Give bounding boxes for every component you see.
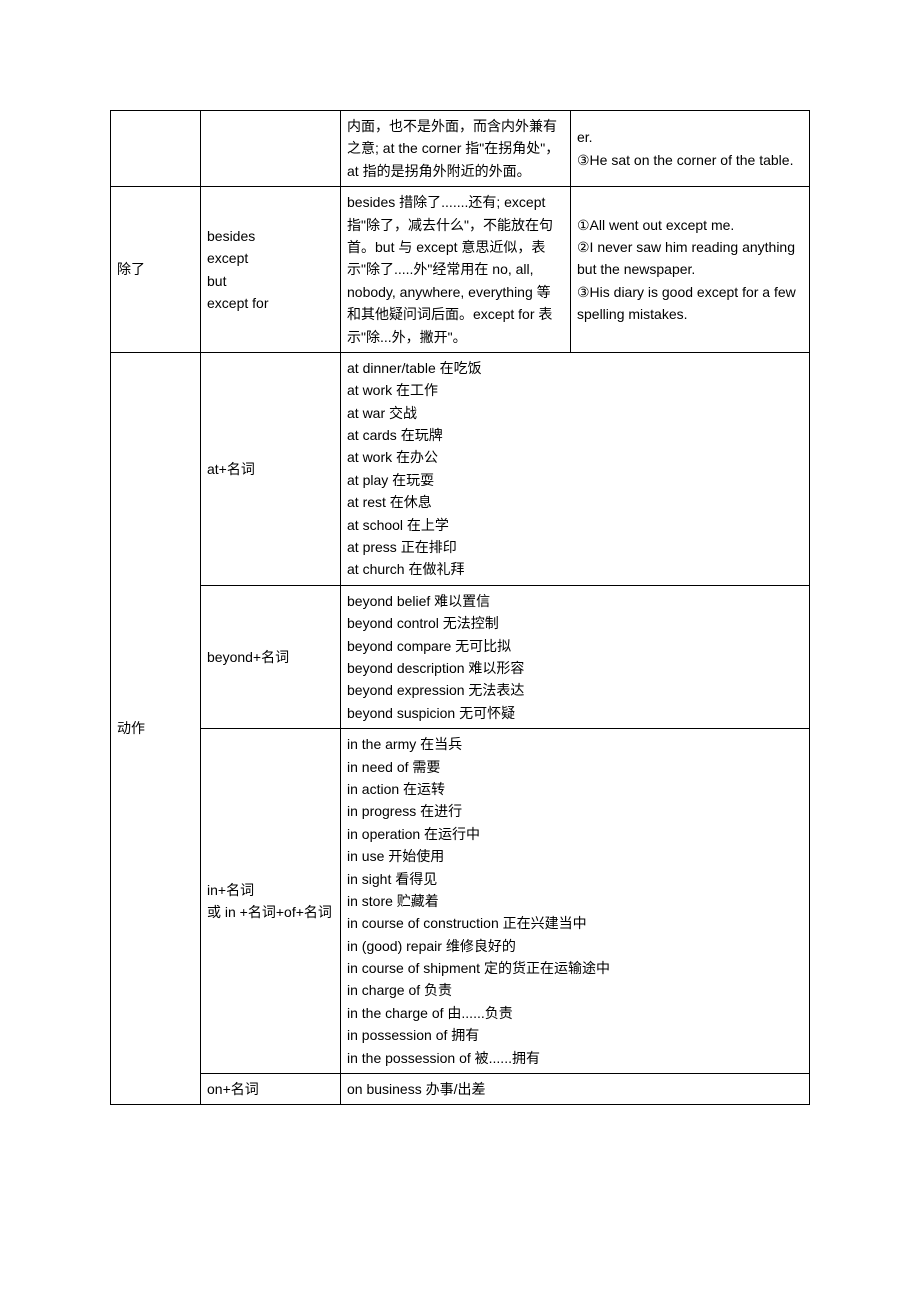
table-row: beyond+名词 beyond belief 难以置信 beyond cont… — [111, 585, 810, 728]
cell-category: 动作 — [111, 352, 201, 1105]
cell-category — [111, 111, 201, 187]
cell-examples: ①All went out except me. ②I never saw hi… — [571, 187, 810, 353]
cell-examples: er. ③He sat on the corner of the table. — [571, 111, 810, 187]
table-row: in+名词 或 in +名词+of+名词 in the army 在当兵 in … — [111, 729, 810, 1074]
table-row: 除了 besides except but except for besides… — [111, 187, 810, 353]
table-row: on+名词 on business 办事/出差 — [111, 1074, 810, 1105]
cell-items: on business 办事/出差 — [341, 1074, 810, 1105]
cell-words: in+名词 或 in +名词+of+名词 — [201, 729, 341, 1074]
cell-words: on+名词 — [201, 1074, 341, 1105]
cell-explanation: besides 措除了.......还有; except 指"除了，减去什么"，… — [341, 187, 571, 353]
document-page: 内面，也不是外面，而含内外兼有之意; at the corner 指"在拐角处"… — [0, 0, 920, 1302]
cell-items: beyond belief 难以置信 beyond control 无法控制 b… — [341, 585, 810, 728]
grammar-table: 内面，也不是外面，而含内外兼有之意; at the corner 指"在拐角处"… — [110, 110, 810, 1105]
cell-category: 除了 — [111, 187, 201, 353]
cell-items: at dinner/table 在吃饭 at work 在工作 at war 交… — [341, 352, 810, 585]
cell-words: at+名词 — [201, 352, 341, 585]
table-row: 内面，也不是外面，而含内外兼有之意; at the corner 指"在拐角处"… — [111, 111, 810, 187]
table-row: 动作 at+名词 at dinner/table 在吃饭 at work 在工作… — [111, 352, 810, 585]
cell-words — [201, 111, 341, 187]
cell-items: in the army 在当兵 in need of 需要 in action … — [341, 729, 810, 1074]
cell-explanation: 内面，也不是外面，而含内外兼有之意; at the corner 指"在拐角处"… — [341, 111, 571, 187]
cell-words: beyond+名词 — [201, 585, 341, 728]
cell-words: besides except but except for — [201, 187, 341, 353]
